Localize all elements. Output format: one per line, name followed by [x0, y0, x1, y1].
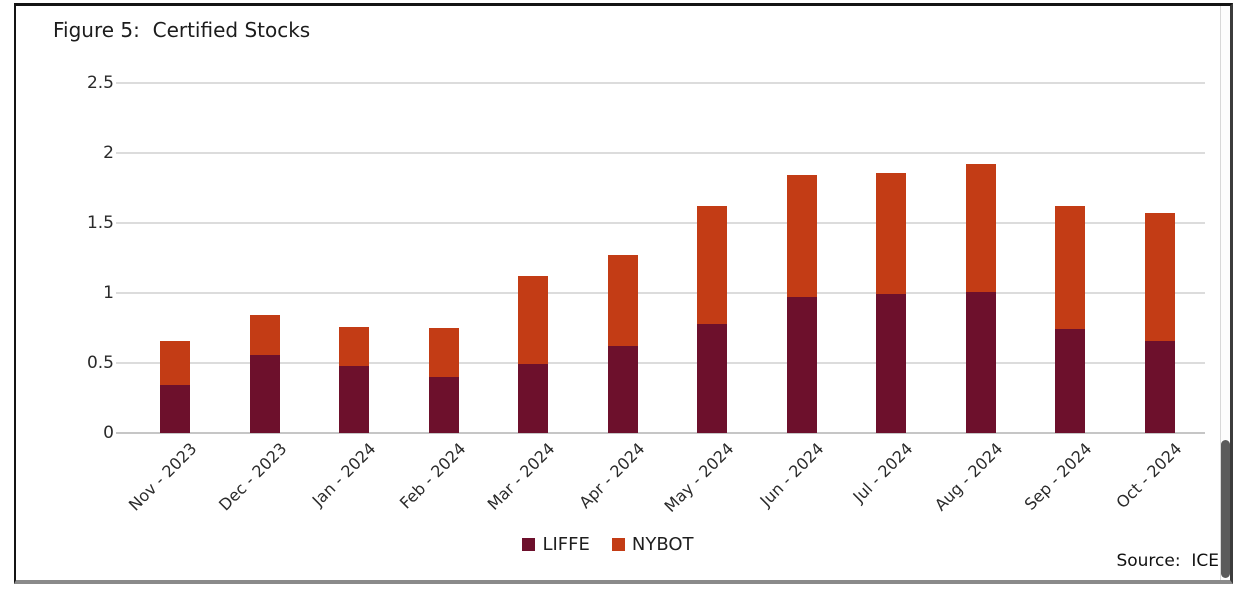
bar-segment-nybot-11	[1055, 206, 1085, 330]
gridline-1	[116, 292, 1205, 294]
bar-segment-liffe-1	[160, 385, 190, 433]
y-tick-label-2: 2	[103, 143, 114, 163]
bar-segment-nybot-5	[518, 276, 548, 365]
y-tick-label-1: 1	[103, 283, 114, 303]
bar-segment-liffe-6	[607, 346, 638, 433]
y-tick-label-2.5: 2.5	[86, 73, 114, 93]
bar-segment-liffe-4	[428, 377, 459, 433]
gridline-2.5	[116, 82, 1205, 84]
legend-label-liffe: LIFFE	[542, 534, 590, 555]
bar-segment-liffe-7	[697, 323, 727, 433]
y-tick-label-0.5: 0.5	[86, 353, 114, 373]
gridline-1.5	[116, 222, 1205, 224]
legend-item-nybot: NYBOT	[611, 534, 694, 555]
bar-segment-nybot-6	[607, 255, 638, 347]
bar-segment-liffe-2	[249, 354, 280, 433]
bar-segment-liffe-12	[1144, 340, 1175, 433]
chart-legend: LIFFE NYBOT	[16, 534, 1200, 555]
liffe-swatch-icon	[522, 538, 536, 551]
legend-item-liffe: LIFFE	[522, 534, 590, 555]
gridline-0	[116, 432, 1205, 434]
bar-segment-nybot-4	[428, 328, 459, 377]
figure-title: Figure 5: Certified Stocks	[53, 18, 311, 42]
chart-frame: Figure 5: Certified Stocks 0 0.5 1 1.5 2 2.5 N…	[14, 3, 1233, 584]
bar-segment-nybot-8	[786, 175, 817, 298]
bar-segment-liffe-3	[339, 365, 369, 433]
bar-segment-nybot-1	[160, 340, 190, 386]
gridline-0.5	[116, 362, 1205, 364]
y-tick-label-1.5: 1.5	[86, 213, 114, 233]
bar-segment-nybot-9	[876, 172, 906, 295]
x-tick-label-12: Oct - 2024	[1111, 439, 1185, 513]
gridline-2	[116, 152, 1205, 154]
y-tick-label-0: 0	[103, 423, 114, 443]
source-note: Source: ICE	[1116, 551, 1219, 571]
legend-label-nybot: NYBOT	[631, 534, 694, 555]
nybot-swatch-icon	[611, 538, 625, 551]
bar-segment-nybot-12	[1144, 213, 1175, 341]
bar-segment-nybot-2	[249, 315, 280, 355]
bar-segment-nybot-7	[697, 206, 727, 324]
bar-segment-liffe-9	[876, 294, 906, 433]
scrollbar-thumb[interactable]	[1221, 440, 1230, 578]
bar-segment-nybot-3	[339, 326, 369, 366]
bar-segment-liffe-11	[1055, 329, 1085, 433]
bar-segment-nybot-10	[965, 164, 996, 292]
bar-segment-liffe-8	[786, 297, 817, 433]
bar-segment-liffe-10	[965, 291, 996, 433]
scrollbar-track[interactable]	[1220, 6, 1230, 580]
bar-segment-liffe-5	[518, 364, 548, 433]
